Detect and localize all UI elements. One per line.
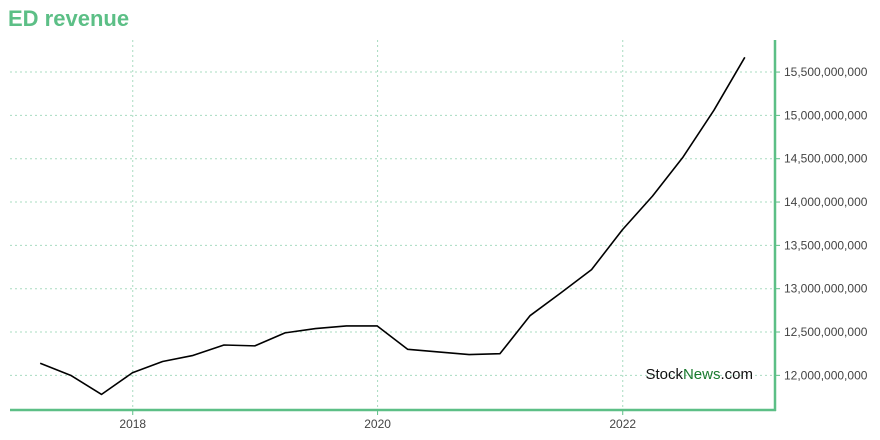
y-tick-label: 12,000,000,000 — [784, 368, 868, 382]
x-tick-label: 2018 — [119, 417, 146, 431]
x-tick-label: 2022 — [609, 417, 636, 431]
x-tick-label: 2020 — [364, 417, 391, 431]
data-point — [374, 323, 380, 329]
y-axis-ticks: 12,000,000,000 12,500,000,000 13,000,000,0… — [784, 65, 868, 382]
data-point — [313, 326, 319, 332]
data-point — [497, 351, 503, 357]
data-point — [527, 313, 533, 319]
revenue-series-line — [39, 56, 746, 396]
data-point — [68, 372, 74, 378]
x-axis-ticks: 2018 2020 2022 — [119, 417, 636, 431]
data-point — [343, 323, 349, 329]
watermark-news: News — [683, 366, 721, 383]
data-point — [619, 227, 625, 233]
data-point — [99, 391, 105, 397]
watermark-com: .com — [720, 366, 753, 383]
data-point — [252, 343, 258, 349]
y-tick-label: 14,500,000,000 — [784, 152, 868, 166]
axes — [10, 40, 780, 415]
y-tick-label: 15,500,000,000 — [784, 65, 868, 79]
data-point — [435, 349, 441, 355]
data-point — [190, 352, 196, 358]
data-point — [711, 107, 717, 113]
y-tick-label: 15,000,000,000 — [784, 108, 868, 122]
data-point — [650, 193, 656, 199]
data-point — [589, 267, 595, 273]
data-point — [282, 330, 288, 336]
data-point — [221, 342, 227, 348]
grid-lines — [10, 40, 775, 410]
y-tick-label: 14,000,000,000 — [784, 195, 868, 209]
data-point — [466, 352, 472, 358]
data-point — [160, 358, 166, 364]
y-tick-label: 12,500,000,000 — [784, 325, 868, 339]
data-point — [129, 370, 135, 376]
series-group — [37, 54, 748, 397]
data-point — [558, 290, 564, 296]
data-point — [405, 346, 411, 352]
watermark-stock: Stock — [645, 366, 683, 383]
data-point — [680, 154, 686, 160]
watermark: StockNews.com — [645, 366, 753, 383]
y-tick-label: 13,500,000,000 — [784, 238, 868, 252]
chart-title: ED revenue — [8, 6, 130, 31]
data-point — [742, 54, 748, 60]
y-tick-label: 13,000,000,000 — [784, 282, 868, 296]
data-point — [37, 360, 43, 366]
